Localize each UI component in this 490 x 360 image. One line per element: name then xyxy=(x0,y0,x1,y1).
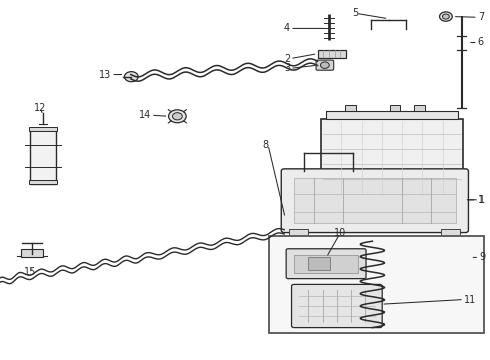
Text: 7: 7 xyxy=(478,12,484,22)
Text: 14: 14 xyxy=(139,110,151,120)
Circle shape xyxy=(169,110,186,123)
Text: 13: 13 xyxy=(99,69,111,80)
Bar xyxy=(326,111,458,119)
Text: 2: 2 xyxy=(284,54,290,64)
Bar xyxy=(30,128,56,184)
Bar xyxy=(308,257,330,270)
FancyBboxPatch shape xyxy=(286,249,366,279)
Text: 6: 6 xyxy=(478,37,484,48)
Text: 10: 10 xyxy=(334,228,346,238)
FancyBboxPatch shape xyxy=(292,284,382,328)
Bar xyxy=(414,105,425,111)
Text: 5: 5 xyxy=(353,8,359,18)
Circle shape xyxy=(320,62,329,68)
Bar xyxy=(390,105,400,111)
Bar xyxy=(29,180,57,184)
Text: 9: 9 xyxy=(479,252,485,262)
Bar xyxy=(441,229,460,237)
Bar xyxy=(269,236,484,333)
Text: 1: 1 xyxy=(478,195,484,205)
Text: 3: 3 xyxy=(284,63,290,73)
Text: 4: 4 xyxy=(284,23,290,33)
FancyBboxPatch shape xyxy=(316,60,334,70)
Text: 15: 15 xyxy=(24,267,37,277)
Bar xyxy=(21,249,43,257)
Text: 12: 12 xyxy=(34,103,47,113)
Bar xyxy=(321,119,463,194)
FancyBboxPatch shape xyxy=(281,169,468,233)
Bar xyxy=(29,127,57,131)
Circle shape xyxy=(124,72,138,82)
Bar xyxy=(289,229,308,237)
Circle shape xyxy=(440,12,452,21)
Bar xyxy=(294,255,358,273)
Bar xyxy=(318,50,346,58)
Bar xyxy=(345,105,356,111)
Circle shape xyxy=(172,113,182,120)
Text: 1: 1 xyxy=(479,195,485,205)
Bar xyxy=(294,178,456,223)
Circle shape xyxy=(442,14,449,19)
Text: 8: 8 xyxy=(262,140,268,150)
Text: 11: 11 xyxy=(464,294,476,305)
